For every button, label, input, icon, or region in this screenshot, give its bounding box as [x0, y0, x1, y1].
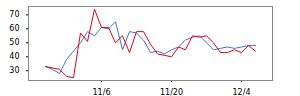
svg-text:50: 50: [9, 38, 19, 47]
svg-text:12/4: 12/4: [233, 88, 251, 96]
svg-text:70: 70: [9, 10, 19, 19]
svg-text:60: 60: [9, 24, 19, 33]
svg-text:30: 30: [9, 66, 19, 75]
svg-text:11/20: 11/20: [160, 88, 183, 96]
svg-text:40: 40: [9, 52, 19, 61]
svg-text:11/6: 11/6: [93, 88, 111, 96]
